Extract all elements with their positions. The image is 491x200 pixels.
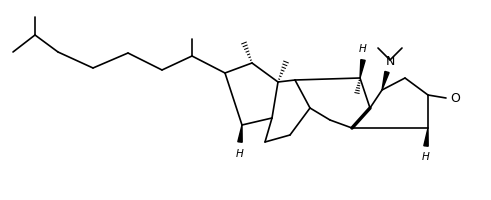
Text: N: N — [385, 55, 395, 68]
Text: H: H — [359, 44, 367, 54]
Text: O: O — [450, 92, 460, 104]
Text: H: H — [422, 152, 430, 162]
Text: H: H — [236, 149, 244, 159]
Polygon shape — [382, 71, 389, 90]
Polygon shape — [238, 125, 242, 142]
Polygon shape — [424, 128, 428, 146]
Polygon shape — [360, 60, 365, 78]
